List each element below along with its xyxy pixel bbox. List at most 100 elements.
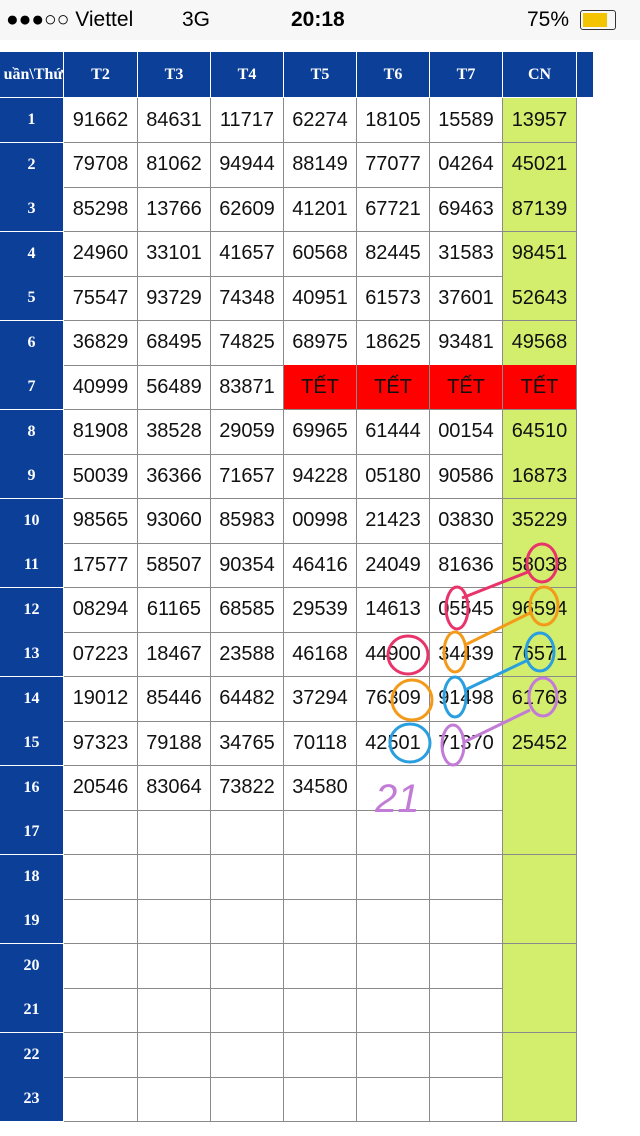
number-cell — [430, 1032, 503, 1078]
number-cell: 11717 — [211, 98, 284, 143]
week-label: 8 — [0, 409, 64, 455]
number-cell — [64, 1032, 138, 1078]
number-cell: 64510 — [503, 409, 577, 455]
number-cell: 04264 — [430, 142, 503, 188]
number-cell: 18467 — [138, 632, 211, 677]
number-cell: 33101 — [138, 231, 211, 277]
number-cell: 97323 — [64, 721, 138, 766]
number-cell — [357, 765, 430, 811]
column-header: uần\Thứ — [0, 52, 64, 98]
number-cell — [64, 988, 138, 1033]
number-cell — [138, 854, 211, 900]
number-cell: 56489 — [138, 365, 211, 410]
number-cell: 34580 — [284, 765, 357, 811]
week-label: 7 — [0, 365, 64, 410]
number-cell: 81636 — [430, 543, 503, 588]
number-cell: TẾT — [357, 365, 430, 410]
number-cell — [284, 1032, 357, 1078]
handwritten-note: 21 — [374, 777, 420, 821]
number-cell: 74348 — [211, 276, 284, 321]
carrier: ●●●○○ Viettel — [6, 8, 134, 31]
number-cell — [430, 854, 503, 900]
week-label: 10 — [0, 498, 64, 544]
number-cell: 16873 — [503, 454, 577, 499]
number-cell — [430, 765, 503, 811]
number-cell: 24960 — [64, 231, 138, 277]
number-cell: 03830 — [430, 498, 503, 544]
number-cell: 68585 — [211, 587, 284, 633]
number-cell: 90354 — [211, 543, 284, 588]
number-cell: 14613 — [357, 587, 430, 633]
number-cell — [211, 854, 284, 900]
number-cell — [357, 943, 430, 989]
number-cell — [284, 988, 357, 1033]
number-cell: 87139 — [503, 187, 577, 232]
column-header: T2 — [64, 52, 138, 98]
number-cell — [138, 1077, 211, 1122]
number-cell: 82445 — [357, 231, 430, 277]
number-cell: 94944 — [211, 142, 284, 188]
number-cell: 58507 — [138, 543, 211, 588]
number-cell — [430, 899, 503, 944]
number-cell — [284, 1077, 357, 1122]
week-label: 9 — [0, 454, 64, 499]
number-cell: 93729 — [138, 276, 211, 321]
number-cell — [138, 810, 211, 855]
week-label: 2 — [0, 142, 64, 188]
number-cell: 71657 — [211, 454, 284, 499]
week-label: 12 — [0, 587, 64, 633]
number-cell: 81062 — [138, 142, 211, 188]
number-cell: TẾT — [430, 365, 503, 410]
column-header: CN — [503, 52, 577, 98]
number-cell: 15589 — [430, 98, 503, 143]
number-cell: 91662 — [64, 98, 138, 143]
number-cell: 44900 — [357, 632, 430, 677]
number-cell: 07223 — [64, 632, 138, 677]
number-cell: 46168 — [284, 632, 357, 677]
number-cell: 83871 — [211, 365, 284, 410]
number-cell: 74825 — [211, 320, 284, 366]
number-cell: 40951 — [284, 276, 357, 321]
number-cell — [430, 810, 503, 855]
number-cell: 18105 — [357, 98, 430, 143]
number-cell: 61444 — [357, 409, 430, 455]
number-cell — [503, 1077, 577, 1122]
number-cell — [211, 1032, 284, 1078]
number-cell: 93060 — [138, 498, 211, 544]
number-cell — [503, 1032, 577, 1078]
number-cell: 75547 — [64, 276, 138, 321]
time: 20:18 — [291, 8, 345, 31]
number-cell: 31583 — [430, 231, 503, 277]
column-header: T3 — [138, 52, 211, 98]
number-cell: 73822 — [211, 765, 284, 811]
number-cell: 40999 — [64, 365, 138, 410]
number-cell: 64482 — [211, 676, 284, 722]
number-cell — [138, 943, 211, 989]
number-cell — [357, 1032, 430, 1078]
number-cell: 36366 — [138, 454, 211, 499]
network: 3G — [182, 8, 211, 31]
number-cell: TẾT — [503, 365, 577, 410]
number-cell: 29539 — [284, 587, 357, 633]
week-label: 23 — [0, 1077, 64, 1122]
number-cell — [64, 943, 138, 989]
number-cell: 62274 — [284, 98, 357, 143]
number-cell: 79188 — [138, 721, 211, 766]
number-cell: 79708 — [64, 142, 138, 188]
week-label: 4 — [0, 231, 64, 277]
number-cell — [64, 899, 138, 944]
number-cell — [357, 810, 430, 855]
number-cell — [357, 899, 430, 944]
number-cell — [284, 810, 357, 855]
number-cell: 98565 — [64, 498, 138, 544]
number-cell: 61763 — [503, 676, 577, 722]
number-cell — [64, 810, 138, 855]
number-cell — [284, 899, 357, 944]
number-cell: 05180 — [357, 454, 430, 499]
number-cell — [284, 854, 357, 900]
number-cell: 25452 — [503, 721, 577, 766]
number-cell: 20546 — [64, 765, 138, 811]
status-bar: ●●●○○ Viettel 3G 20:18 75% — [0, 0, 640, 40]
number-cell: 05545 — [430, 587, 503, 633]
